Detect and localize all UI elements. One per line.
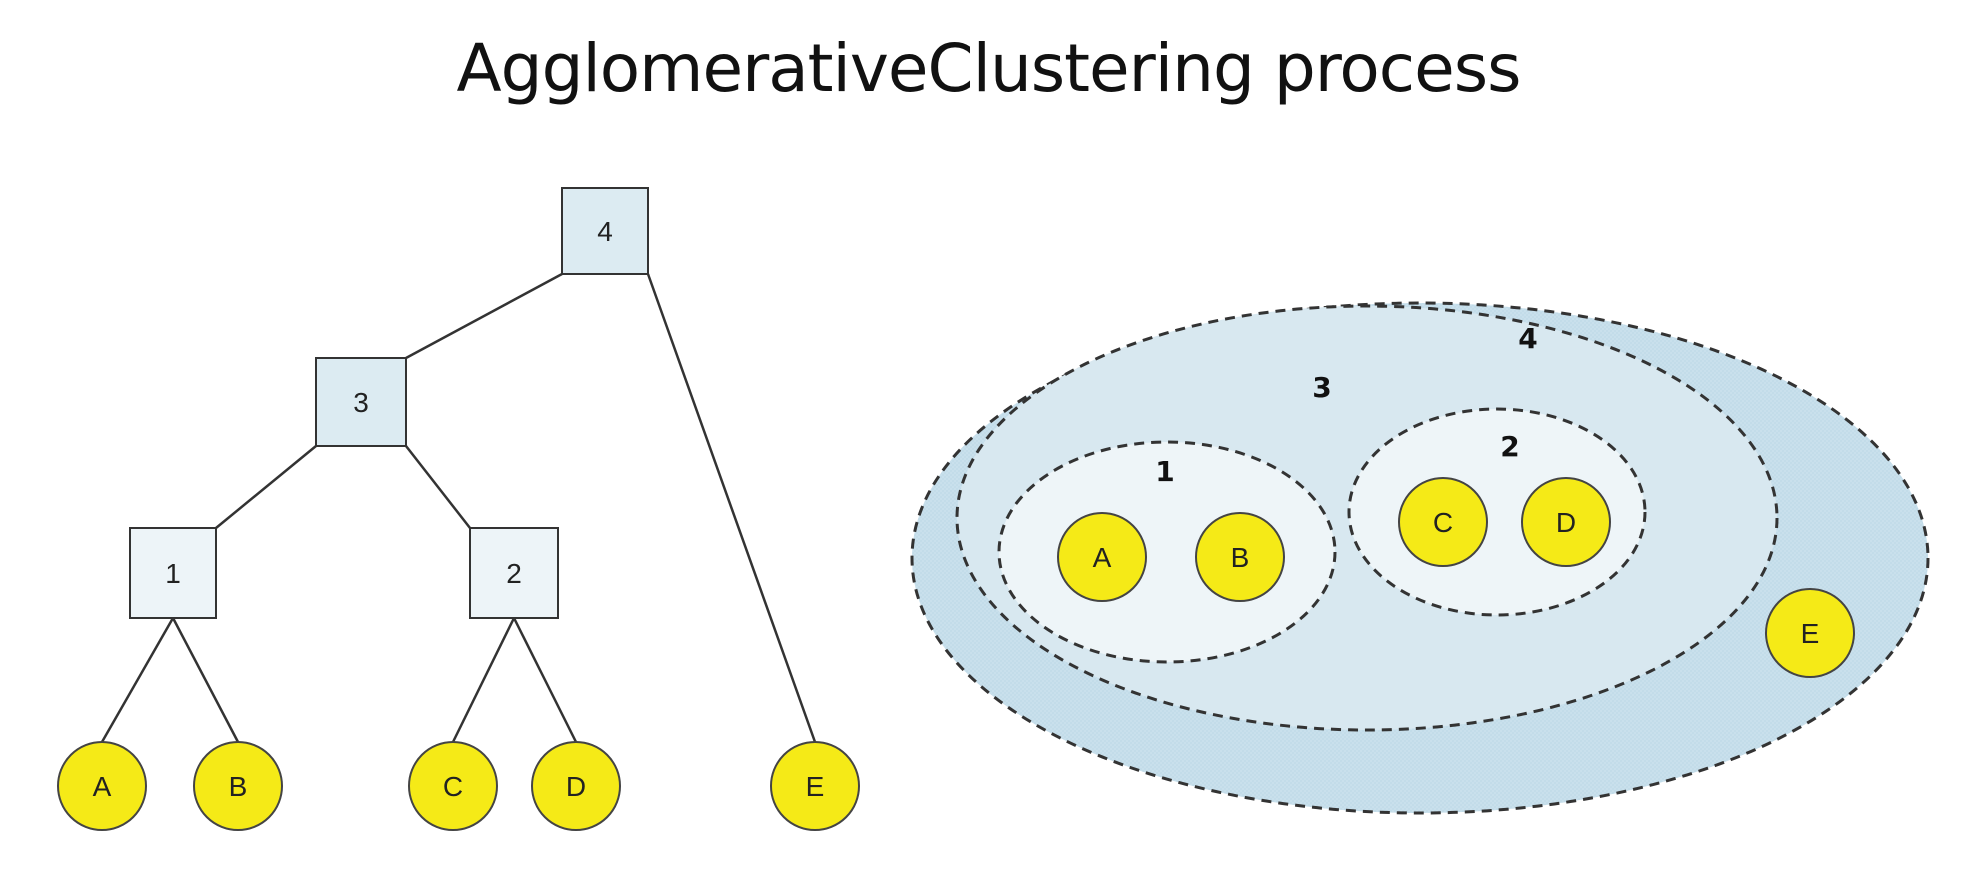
edge-n3-n2 <box>405 445 471 529</box>
svg-text:3: 3 <box>353 387 369 418</box>
cluster-3-label: 3 <box>1312 371 1331 404</box>
cluster-leaf-c: C <box>1398 477 1488 567</box>
diagram-title: AgglomerativeClustering process <box>456 30 1522 107</box>
edge-n4-E <box>646 273 817 743</box>
tree-leaf-d: D <box>531 741 621 831</box>
tree-node-2: 2 <box>469 527 559 619</box>
cluster-1-ellipse <box>997 440 1337 664</box>
svg-text:2: 2 <box>506 558 522 589</box>
tree-leaf-e: E <box>770 741 860 831</box>
svg-text:D: D <box>1556 507 1576 538</box>
edge-n2-D <box>512 617 578 743</box>
edge-n2-C <box>451 617 516 743</box>
cluster-4-label: 4 <box>1518 322 1537 355</box>
svg-text:4: 4 <box>597 216 613 247</box>
cluster-leaf-e: E <box>1765 588 1855 678</box>
tree-leaf-b: B <box>193 741 283 831</box>
svg-text:A: A <box>1093 542 1112 573</box>
svg-text:C: C <box>443 771 463 802</box>
edge-n3-n1 <box>215 445 317 529</box>
svg-text:C: C <box>1433 507 1453 538</box>
edge-n4-n3 <box>405 272 563 360</box>
svg-text:1: 1 <box>165 558 181 589</box>
cluster-leaf-a: A <box>1057 512 1147 602</box>
dendrogram-edges <box>100 272 817 743</box>
tree-node-1: 1 <box>129 527 217 619</box>
cluster-view: 4 3 1 2 A B C D E <box>910 301 1930 815</box>
svg-text:A: A <box>93 771 112 802</box>
cluster-leaf-b: B <box>1195 512 1285 602</box>
tree-leaf-a: A <box>57 741 147 831</box>
cluster-2-label: 2 <box>1500 430 1519 463</box>
svg-text:B: B <box>1231 542 1250 573</box>
edge-n1-A <box>100 617 175 743</box>
cluster-1-label: 1 <box>1155 455 1174 488</box>
svg-text:B: B <box>229 771 248 802</box>
cluster-leaf-d: D <box>1521 477 1611 567</box>
svg-text:E: E <box>1801 618 1820 649</box>
tree-leaf-c: C <box>408 741 498 831</box>
dendrogram: 4 3 1 2 A B C D <box>57 187 860 831</box>
tree-node-4: 4 <box>561 187 649 275</box>
edge-n1-B <box>171 617 240 743</box>
tree-node-3: 3 <box>315 357 407 447</box>
svg-text:D: D <box>566 771 586 802</box>
svg-text:E: E <box>806 771 825 802</box>
